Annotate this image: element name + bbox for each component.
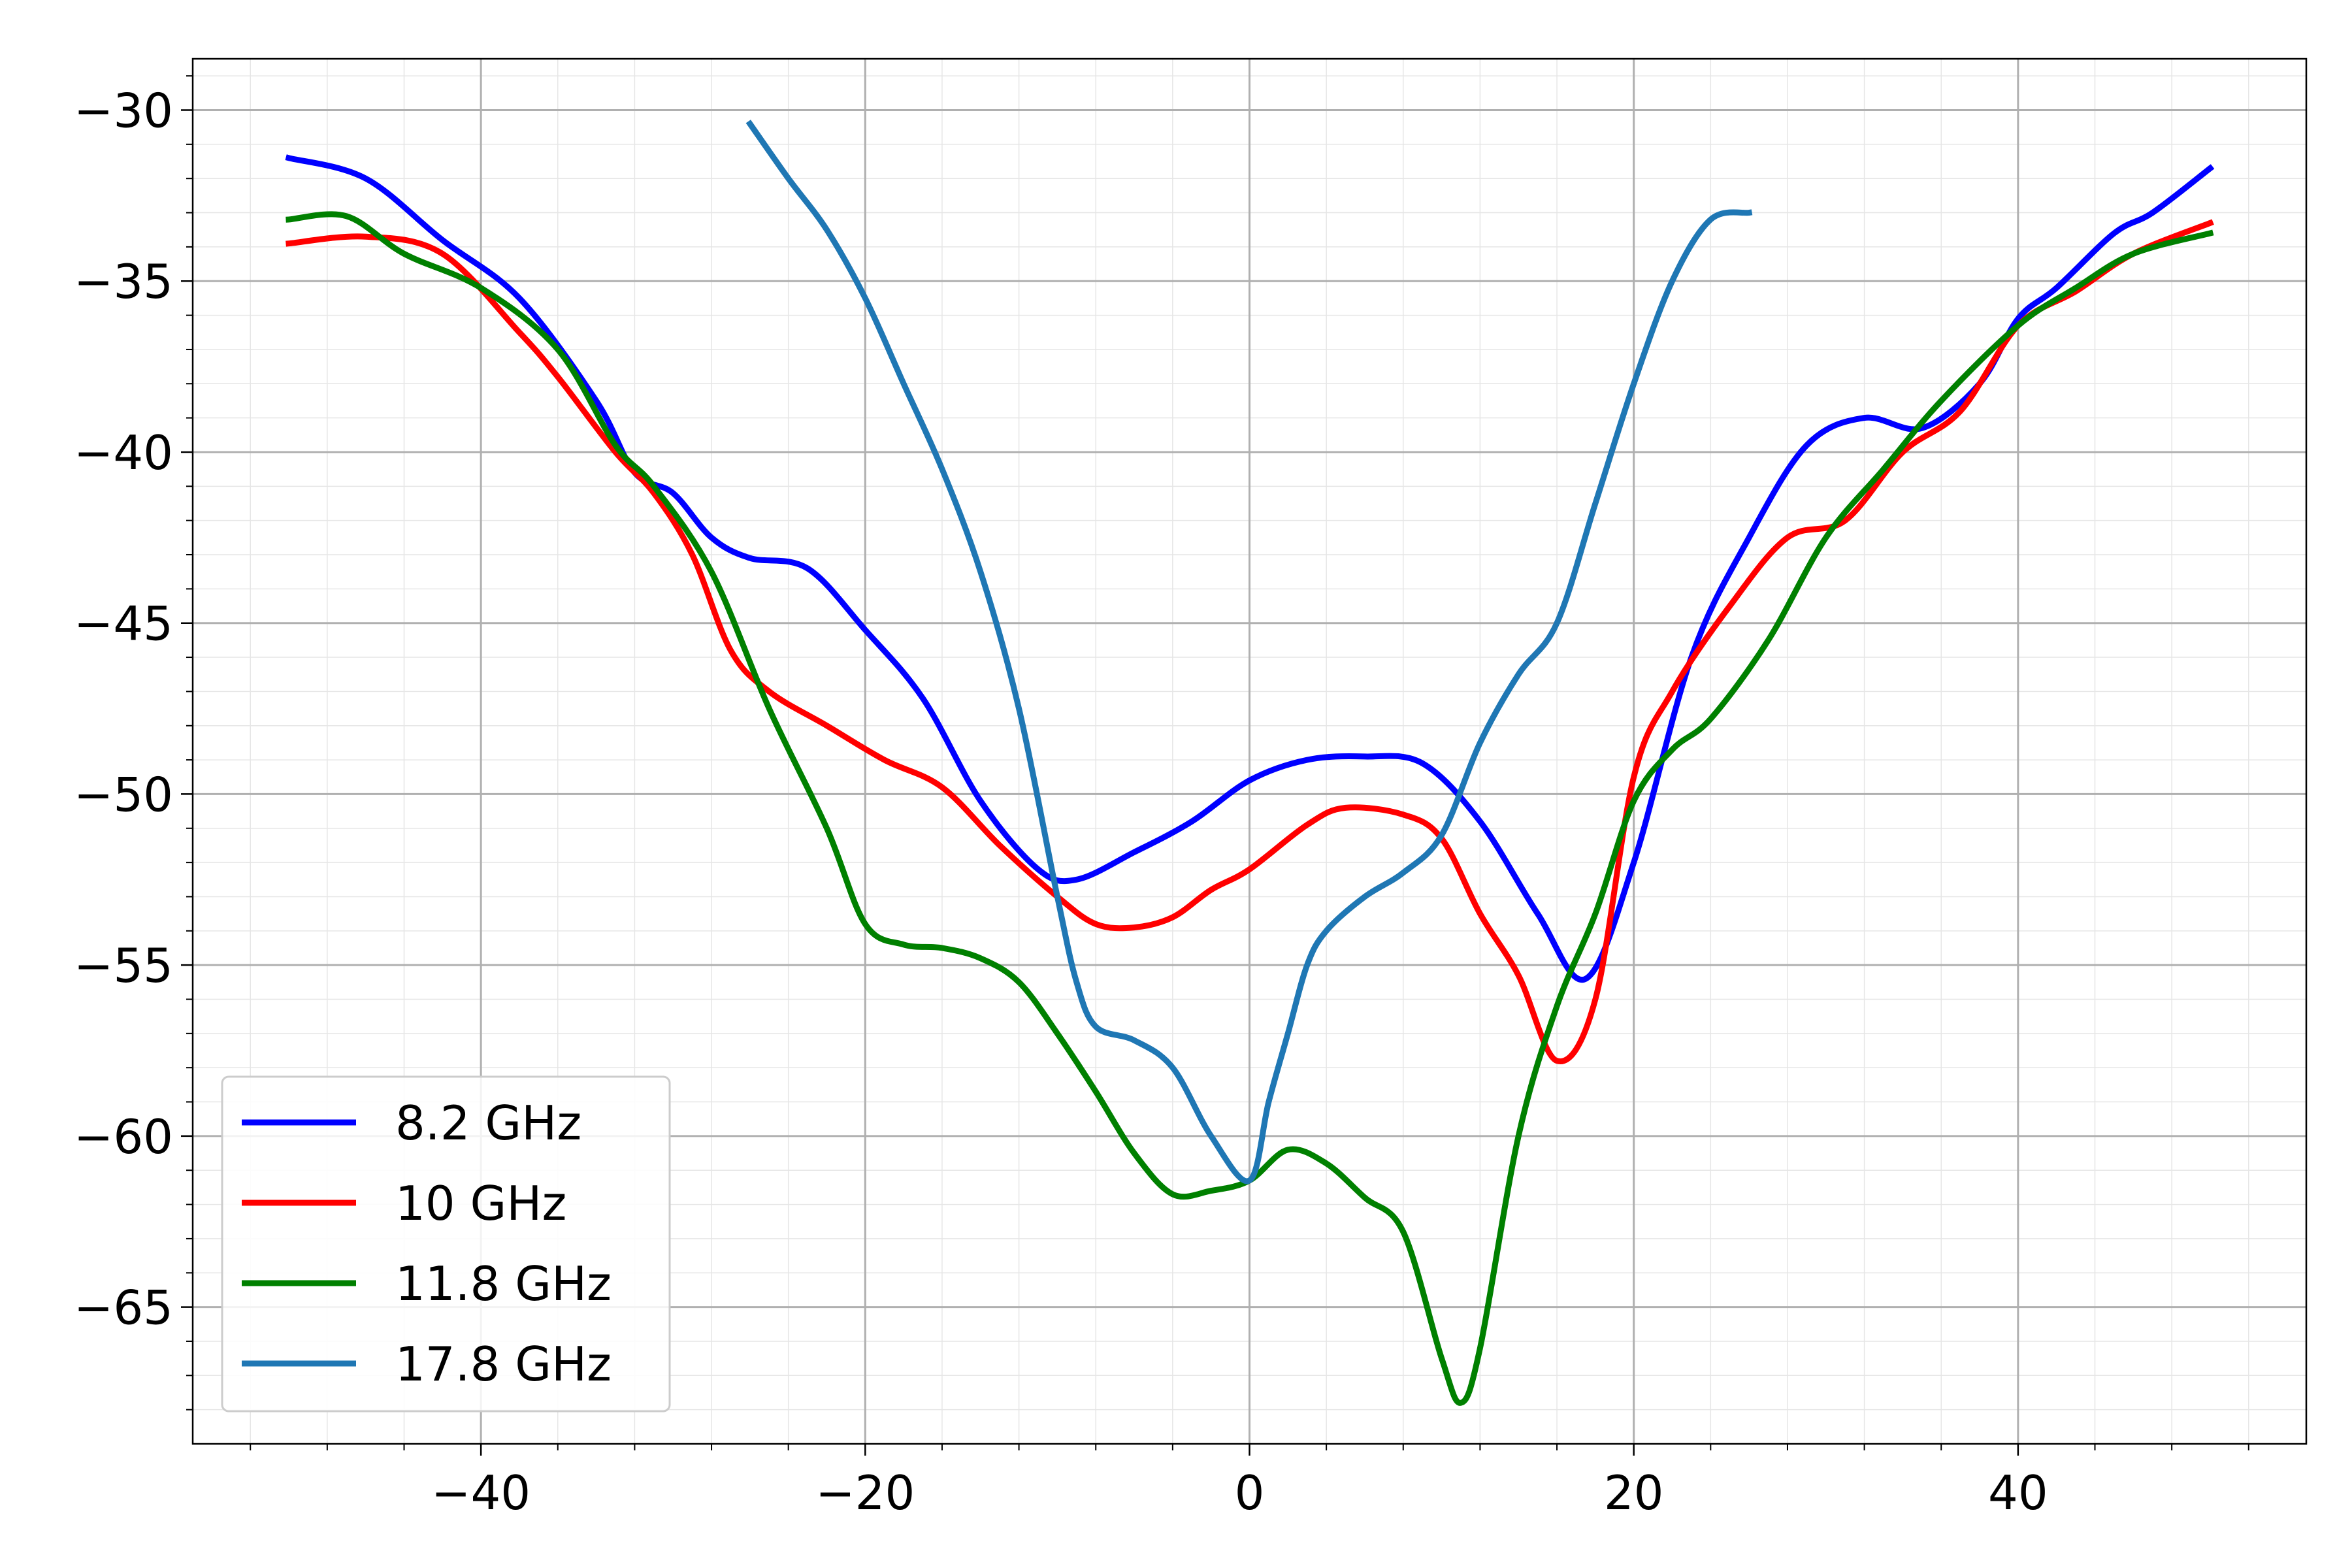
legend: 8.2 GHz 10 GHz 11.8 GHz 17.8 GHz <box>221 1075 671 1413</box>
x-tick-label: −40 <box>431 1465 531 1520</box>
series-line-2 <box>286 219 2214 1064</box>
y-tick-label: −65 <box>74 1281 173 1335</box>
series-line-4 <box>745 120 1753 1184</box>
x-tick-label: −20 <box>815 1465 915 1520</box>
legend-label: 17.8 GHz <box>395 1337 612 1392</box>
x-tick-label: 0 <box>1235 1465 1265 1520</box>
legend-label: 11.8 GHz <box>395 1256 612 1311</box>
y-tick-label: −55 <box>74 938 173 993</box>
legend-box <box>221 1075 671 1413</box>
y-tick-label: −40 <box>74 425 173 480</box>
series-line-3 <box>286 211 2214 1406</box>
axis-ticks <box>181 75 2249 1456</box>
y-tick-label: −60 <box>74 1109 173 1164</box>
y-tick-label: −50 <box>74 767 173 822</box>
legend-label: 8.2 GHz <box>395 1096 581 1151</box>
y-tick-label: −45 <box>74 596 173 651</box>
x-tick-label: 20 <box>1604 1465 1664 1520</box>
axis-tick-labels: −40 −20 0 20 40 −30 −35 −40 −45 −50 −55 −60 −65 <box>74 84 2048 1520</box>
x-tick-label: 40 <box>1988 1465 2048 1520</box>
legend-label: 10 GHz <box>395 1176 566 1231</box>
y-tick-label: −35 <box>74 254 173 309</box>
series-layer <box>285 120 2215 1406</box>
y-tick-label: −30 <box>74 84 173 139</box>
